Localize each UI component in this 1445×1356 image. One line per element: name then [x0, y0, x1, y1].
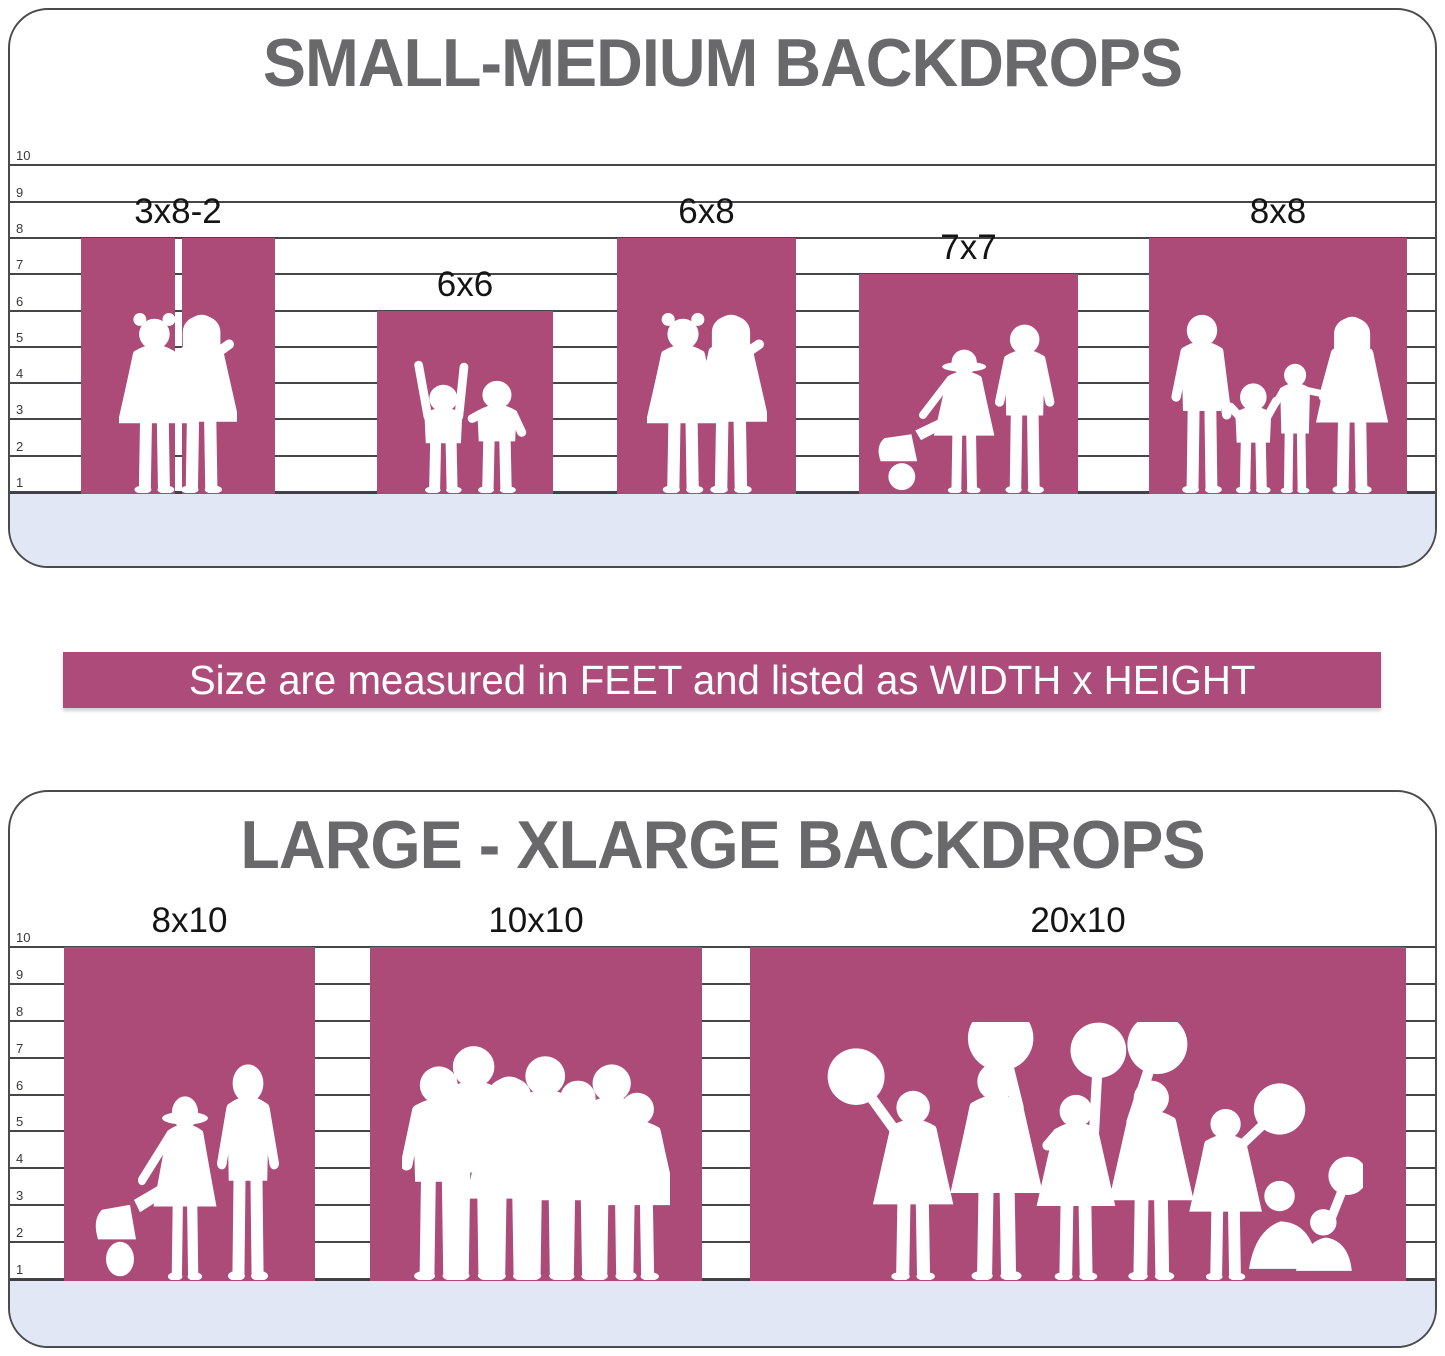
- axis-tick-label: 3: [16, 1188, 24, 1204]
- axis-tick-label: 1: [16, 475, 24, 490]
- gridline: [10, 1019, 1435, 1022]
- gridline: [10, 1093, 1435, 1096]
- backdrop-bar-7x7: 7x7: [859, 228, 1078, 494]
- axis-tick-label: 5: [16, 329, 24, 345]
- small-medium-size-chart: 10 9 8 7 6 5 4 3 2 1 3x8-2 6x6 6x8 7x7 8x8: [10, 10, 1435, 566]
- axis-tick-label: 7: [16, 1040, 24, 1056]
- backdrop-panel-segment: [377, 310, 553, 494]
- backdrop-bar-6x6: 6x6: [377, 265, 553, 494]
- axis-tick-label: 6: [16, 293, 24, 309]
- backdrop-size-label: 10x10: [488, 900, 584, 940]
- floor: [10, 492, 1435, 566]
- gridline: [10, 1241, 1435, 1244]
- cheerleader-squad-silhouette: [827, 1021, 1363, 1280]
- axis-tick-label: 8: [16, 220, 24, 236]
- gridline: [10, 1130, 1435, 1133]
- woman-with-stroller-and-man-silhouette: [95, 1064, 279, 1280]
- axis-tick-label: 9: [16, 966, 24, 982]
- large-xlarge-panel: LARGE - XLARGE BACKDROPS 10 9 8 7 6 5 4 3 2 1 8x1…: [8, 790, 1437, 1348]
- backdrop-size-label: 8x10: [151, 900, 228, 940]
- family-of-four-silhouette: [1171, 314, 1389, 493]
- large-xlarge-size-chart: 10 9 8 7 6 5 4 3 2 1 8x10 10x10 20x10: [10, 792, 1435, 1346]
- axis-tick-label: 2: [16, 1225, 24, 1241]
- axis-tick-label: 6: [16, 1077, 24, 1093]
- axis-tick-label: 8: [16, 1003, 24, 1019]
- axis-tick-label: 10: [16, 148, 31, 164]
- gridline: [10, 1056, 1435, 1059]
- backdrop-bar-3x8-2: 3x8-2: [81, 192, 275, 494]
- backdrop-bar-8x8: 8x8: [1149, 192, 1407, 494]
- backdrop-bar-6x8: 6x8: [617, 192, 796, 494]
- backdrop-bar-20x10: 20x10: [750, 901, 1406, 1281]
- group-standing-silhouette: [402, 1046, 670, 1280]
- axis-tick-label: 9: [16, 184, 24, 200]
- axis-tick-label: 4: [16, 366, 24, 382]
- gridline: [10, 200, 1435, 203]
- two-girls-silhouette: [119, 313, 237, 493]
- axis-tick-label: 1: [16, 1262, 24, 1277]
- size-note-text: Size are measured in FEET and listed as …: [188, 656, 1256, 703]
- gridline: [10, 1204, 1435, 1207]
- woman-with-stroller-and-man-silhouette: [878, 324, 1054, 493]
- axis-tick-label: 5: [16, 1114, 24, 1130]
- backdrop-size-label: 8x8: [1249, 191, 1307, 231]
- gridline: [10, 945, 1435, 948]
- backdrop-size-label: 3x8-2: [134, 191, 222, 231]
- backdrop-size-label: 7x7: [940, 228, 997, 268]
- axis-tick-label: 7: [16, 257, 24, 273]
- axis-tick-label: 4: [16, 1151, 24, 1167]
- backdrop-size-label: 20x10: [1030, 900, 1126, 940]
- two-toddlers-silhouette: [414, 360, 527, 493]
- floor: [10, 1279, 1435, 1346]
- axis-tick-label: 10: [16, 929, 31, 945]
- backdrop-size-label: 6x8: [678, 191, 735, 231]
- large-xlarge-title: LARGE - XLARGE BACKDROPS: [240, 807, 1205, 883]
- two-girls-silhouette: [646, 313, 767, 493]
- gridline: [10, 1167, 1435, 1170]
- size-note-banner: Size are measured in FEET and listed as …: [63, 652, 1381, 708]
- small-medium-title: SMALL-MEDIUM BACKDROPS: [262, 25, 1183, 101]
- backdrop-bar-10x10: 10x10: [370, 901, 702, 1281]
- axis-tick-label: 2: [16, 438, 24, 454]
- backdrop-size-label: 6x6: [436, 264, 494, 304]
- backdrop-bar-8x10: 8x10: [64, 901, 315, 1281]
- axis-tick-label: 3: [16, 402, 24, 418]
- gridline: [10, 164, 1435, 167]
- gridline: [10, 982, 1435, 985]
- small-medium-panel: SMALL-MEDIUM BACKDROPS 10 9 8 7 6 5 4 3 2 1 3x8-2 6…: [8, 8, 1437, 568]
